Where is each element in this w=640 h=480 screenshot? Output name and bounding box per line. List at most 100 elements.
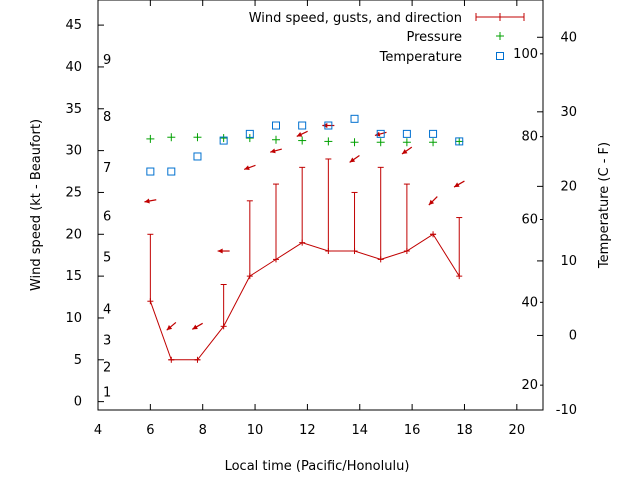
celsius-tick-label: 20	[560, 179, 577, 194]
arrow-head	[270, 148, 276, 154]
wind-point	[325, 158, 332, 255]
y-tick-label-left: 10	[65, 311, 82, 326]
pressure-point	[298, 136, 307, 145]
pressure-point	[146, 134, 155, 143]
y-tick-label-left: 30	[65, 144, 82, 159]
wind-speed-line	[149, 233, 460, 361]
arrow-head	[244, 165, 250, 171]
temperature-point	[167, 167, 176, 176]
temperature-point	[402, 129, 411, 138]
pressure-series	[146, 133, 464, 147]
wind-series	[147, 158, 463, 363]
wind-point	[147, 233, 154, 305]
temperature-point	[245, 129, 254, 138]
pressure-point	[429, 138, 438, 147]
pressure-point	[455, 137, 464, 146]
wind-point	[246, 200, 253, 280]
arrow-head	[401, 149, 408, 155]
wind-point	[456, 217, 463, 280]
axis-ticks	[97, 0, 543, 411]
wind-point	[351, 191, 358, 255]
temperature-point	[298, 121, 307, 130]
wind-direction-arrow	[166, 322, 177, 331]
temperature-point	[146, 167, 155, 176]
x-tick-label: 4	[94, 423, 102, 438]
temperature-point	[272, 121, 280, 130]
wind-direction-arrow	[401, 146, 413, 155]
legend-label-temperature: Temperature	[379, 50, 462, 65]
wind-point	[168, 356, 175, 363]
wind-direction-arrow	[428, 196, 438, 206]
pressure-point	[219, 134, 228, 143]
celsius-tick-label: 40	[560, 30, 577, 45]
arrow-head	[428, 199, 435, 206]
x-tick-label: 8	[199, 423, 207, 438]
pressure-point	[245, 134, 254, 143]
x-tick-label: 10	[247, 423, 264, 438]
x-tick-label: 12	[299, 423, 316, 438]
temperature-point	[429, 129, 438, 138]
celsius-tick-label: 0	[569, 328, 577, 343]
beaufort-label: 2	[103, 360, 111, 375]
y-tick-label-left: 0	[74, 395, 82, 410]
beaufort-label: 5	[103, 251, 111, 266]
wind-point	[403, 183, 410, 255]
beaufort-tick-labels: 1 2 3 4 5 6 7 8 9	[103, 53, 111, 400]
legend: Wind speed, gusts, and direction Pressur…	[249, 11, 525, 65]
pressure-point	[324, 137, 333, 146]
celsius-tick-label: 30	[560, 105, 577, 120]
time-tick-labels: 4 6 8 10 12 14 16 18 20	[94, 423, 525, 438]
legend-swatch-wind	[475, 13, 525, 21]
arrow-head	[166, 325, 173, 331]
wind-direction-arrow	[191, 322, 203, 330]
fahrenheit-tick-label: 100	[513, 47, 538, 62]
y-tick-label-left: 15	[65, 269, 82, 284]
wind-point	[430, 231, 437, 238]
celsius-tick-label: -10	[556, 403, 577, 418]
wind-direction-arrow	[243, 164, 256, 171]
arrow-head	[144, 198, 150, 204]
wind-direction-arrow	[270, 148, 282, 154]
y-tick-label-left: 25	[65, 185, 82, 200]
wind-direction-arrow	[217, 248, 230, 254]
temperature-series	[146, 114, 464, 176]
wind-direction-arrows	[144, 123, 465, 331]
temperature-point	[455, 137, 464, 146]
wind-point	[377, 166, 384, 263]
legend-swatch-temperature	[496, 52, 504, 60]
y-tick-label-left: 35	[65, 102, 82, 117]
beaufort-label: 1	[103, 385, 111, 400]
fahrenheit-tick-label: 60	[521, 212, 538, 227]
temperature-point	[193, 152, 202, 161]
wind-point	[299, 166, 306, 246]
pressure-point	[402, 138, 411, 147]
temperature-point	[376, 129, 385, 138]
y-tick-label-left: 40	[65, 60, 82, 75]
beaufort-label: 7	[103, 161, 111, 176]
wind-point	[194, 356, 201, 363]
beaufort-label: 8	[103, 110, 111, 125]
arrow-head	[192, 324, 198, 330]
y-tick-label-left: 5	[74, 353, 82, 368]
wind-point	[273, 183, 279, 263]
pressure-point	[350, 138, 359, 147]
celsius-tick-label: 10	[560, 254, 577, 269]
legend-label-pressure: Pressure	[406, 30, 462, 45]
y-tick-label-left: 20	[65, 227, 82, 242]
x-tick-label: 18	[456, 423, 473, 438]
x-tick-label: 20	[509, 423, 526, 438]
x-tick-label: 16	[404, 423, 421, 438]
temperature-point	[219, 136, 228, 145]
wind-direction-arrow	[453, 180, 465, 188]
x-tick-label: 14	[351, 423, 368, 438]
x-tick-label: 6	[146, 423, 154, 438]
pressure-point	[272, 135, 280, 144]
arrow-head	[296, 132, 303, 137]
legend-swatch-pressure	[496, 32, 504, 40]
wind-direction-arrow	[296, 130, 308, 137]
arrow-head	[217, 248, 223, 254]
plot-frame	[97, 0, 544, 411]
pressure-point	[167, 133, 176, 142]
beaufort-label: 4	[103, 303, 111, 318]
